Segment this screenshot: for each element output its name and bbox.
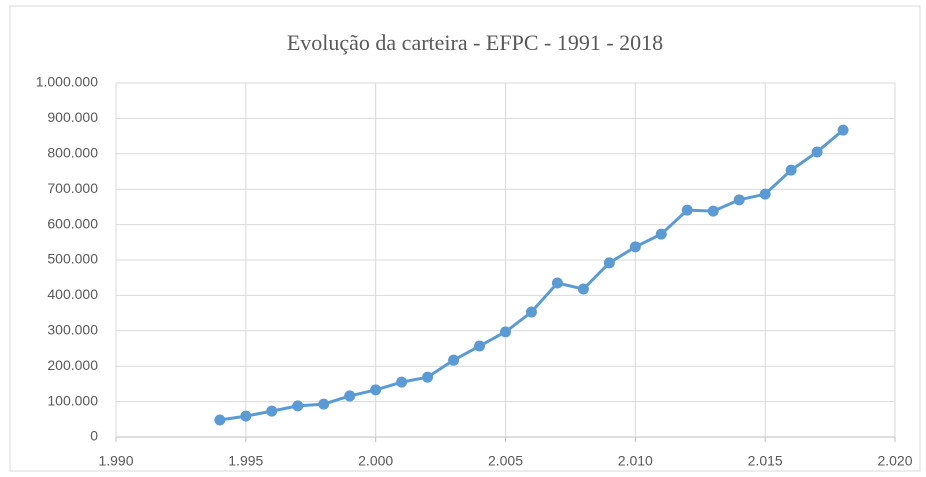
data-point <box>370 384 382 396</box>
y-tick-label: 900.000 <box>47 109 98 125</box>
data-point <box>344 390 356 402</box>
x-tick-label: 2.005 <box>488 453 523 469</box>
data-point <box>240 410 252 422</box>
data-point <box>759 188 771 200</box>
data-point <box>655 228 667 240</box>
x-tick-label: 2.000 <box>358 453 393 469</box>
data-point <box>707 205 719 217</box>
data-point <box>681 204 693 216</box>
y-tick-label: 0 <box>90 428 98 444</box>
data-point <box>422 371 434 383</box>
data-point <box>785 164 797 176</box>
y-tick-label: 400.000 <box>47 286 98 302</box>
x-tick-label: 2.015 <box>748 453 783 469</box>
x-tick-label: 2.020 <box>877 453 912 469</box>
y-tick-label: 300.000 <box>47 322 98 338</box>
data-point <box>266 405 278 417</box>
data-point <box>396 376 408 388</box>
data-point <box>474 340 486 352</box>
x-tick-label: 1.995 <box>228 453 263 469</box>
data-point <box>292 400 304 412</box>
y-tick-label: 700.000 <box>47 180 98 196</box>
y-tick-label: 500.000 <box>47 251 98 267</box>
data-point <box>811 146 823 158</box>
data-point <box>500 326 511 338</box>
data-point <box>837 124 849 136</box>
y-tick-label: 200.000 <box>47 357 98 373</box>
y-tick-label: 100.000 <box>47 392 98 408</box>
chart-title: Evolução da carteira - EFPC - 1991 - 201… <box>287 30 663 55</box>
data-point <box>629 241 641 253</box>
y-tick-label: 800.000 <box>47 145 98 161</box>
data-point <box>318 398 330 410</box>
y-tick-label: 1.000.000 <box>36 74 98 90</box>
y-tick-label: 600.000 <box>47 215 98 231</box>
data-point <box>577 283 589 295</box>
data-point <box>525 306 537 318</box>
data-point <box>551 277 563 289</box>
x-tick-label: 1.990 <box>98 453 133 469</box>
data-point <box>733 194 745 206</box>
x-tick-label: 2.010 <box>618 453 653 469</box>
data-point <box>214 414 226 426</box>
data-point <box>603 257 615 269</box>
data-point <box>448 354 460 366</box>
